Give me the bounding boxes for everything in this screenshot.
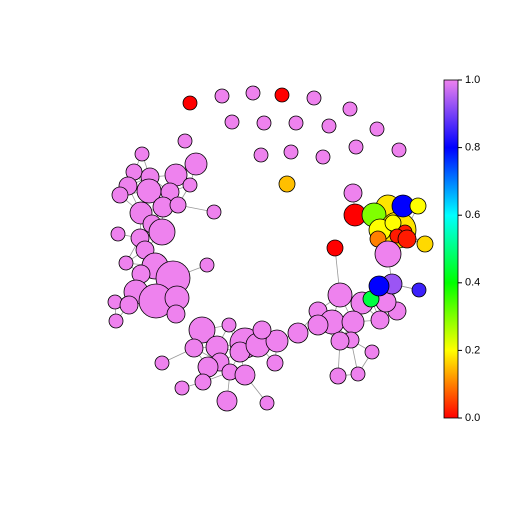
colorbar-tick-label: 0.0	[465, 412, 480, 424]
colorbar-tick-label: 1.0	[465, 74, 480, 86]
colorbar: 0.0 0.2 0.4 0.6 0.8 1.0	[443, 74, 480, 424]
node	[348, 139, 364, 155]
node	[224, 114, 240, 130]
node	[288, 115, 304, 131]
node	[148, 218, 176, 246]
node	[252, 320, 272, 340]
node	[343, 183, 363, 203]
node	[287, 322, 309, 344]
node	[234, 364, 256, 386]
node	[329, 367, 347, 385]
node	[330, 331, 350, 351]
node	[409, 197, 427, 215]
node	[184, 152, 208, 176]
node	[206, 204, 222, 220]
node	[283, 144, 299, 160]
node	[397, 229, 417, 249]
node	[177, 133, 193, 149]
node	[369, 121, 385, 137]
node	[174, 380, 190, 396]
colorbar-tick-label: 0.8	[465, 142, 480, 154]
node	[216, 390, 238, 412]
node	[118, 255, 134, 271]
node	[108, 313, 124, 329]
nodes	[107, 85, 434, 412]
node	[307, 314, 329, 336]
node	[184, 338, 204, 358]
colorbar-gradient	[443, 79, 459, 419]
node	[194, 373, 212, 391]
node	[278, 175, 296, 193]
node	[182, 95, 198, 111]
node	[327, 282, 353, 308]
node	[154, 355, 170, 371]
node	[342, 101, 358, 117]
node	[341, 310, 365, 334]
node	[221, 317, 237, 333]
node	[266, 354, 284, 372]
node	[391, 142, 407, 158]
node	[265, 329, 289, 353]
node	[350, 366, 366, 382]
node	[256, 115, 272, 131]
node	[326, 239, 344, 257]
node	[416, 235, 434, 253]
node	[306, 90, 322, 106]
node	[110, 226, 126, 242]
node	[111, 186, 129, 204]
node	[259, 395, 275, 411]
node	[315, 149, 331, 165]
node	[374, 240, 402, 268]
node	[368, 275, 390, 297]
node	[119, 295, 139, 315]
node	[188, 316, 216, 344]
node	[182, 177, 198, 193]
colorbar-tick-label: 0.4	[465, 277, 480, 289]
colorbar-tick-label: 0.2	[465, 344, 480, 356]
node	[253, 147, 269, 163]
node	[274, 87, 290, 103]
node	[199, 257, 215, 273]
node	[411, 282, 427, 298]
colorbar-tick-label: 0.6	[465, 209, 480, 221]
node	[169, 196, 187, 214]
node	[364, 344, 380, 360]
node	[214, 88, 230, 104]
node	[370, 310, 390, 330]
node	[166, 304, 186, 324]
node	[321, 118, 337, 134]
node	[134, 146, 150, 162]
node	[245, 85, 261, 101]
